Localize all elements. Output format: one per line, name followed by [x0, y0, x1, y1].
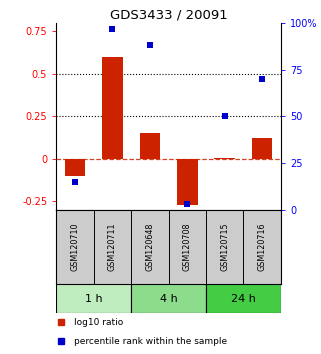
Text: GSM120710: GSM120710: [70, 223, 79, 271]
Bar: [102, 57, 123, 159]
Bar: [206, 284, 281, 313]
Text: 1 h: 1 h: [85, 294, 102, 304]
Text: percentile rank within the sample: percentile rank within the sample: [74, 337, 227, 346]
Bar: [252, 138, 273, 159]
Text: GSM120648: GSM120648: [145, 223, 154, 271]
Text: log10 ratio: log10 ratio: [74, 318, 123, 327]
Bar: [131, 284, 206, 313]
Bar: [65, 159, 85, 176]
Bar: [140, 133, 160, 159]
Text: GSM120715: GSM120715: [220, 223, 229, 271]
Text: GSM120711: GSM120711: [108, 223, 117, 271]
Text: 24 h: 24 h: [231, 294, 256, 304]
Bar: [56, 284, 131, 313]
Bar: [214, 158, 235, 159]
Bar: [177, 159, 197, 205]
Title: GDS3433 / 20091: GDS3433 / 20091: [110, 9, 227, 22]
Text: 4 h: 4 h: [160, 294, 178, 304]
Text: GSM120708: GSM120708: [183, 223, 192, 271]
Text: GSM120716: GSM120716: [258, 223, 267, 271]
